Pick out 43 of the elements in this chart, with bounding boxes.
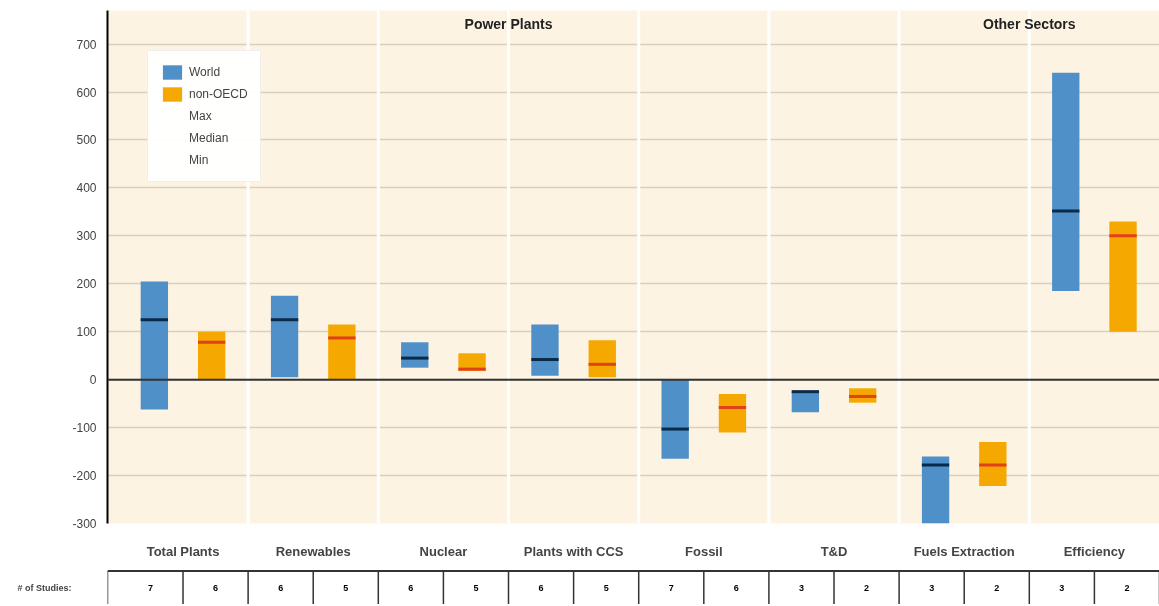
y-tick-label: 0 — [89, 373, 97, 388]
text: 6 — [538, 583, 544, 594]
text: 2 — [864, 583, 870, 594]
x-tick-label: Nuclear — [419, 543, 468, 559]
text: 2 — [994, 583, 1000, 594]
text: 3 — [1059, 583, 1065, 594]
y-tick-label: 500 — [76, 133, 97, 148]
annotation: Max — [189, 109, 212, 123]
y-tick-label: 100 — [76, 325, 97, 340]
x-tick-label: T&D — [820, 543, 848, 559]
y-tick-label: 600 — [76, 85, 97, 100]
text: 6 — [213, 583, 219, 594]
text: 5 — [343, 583, 349, 594]
text: 5 — [473, 583, 479, 594]
text: 5 — [603, 583, 609, 594]
y-tick-label: 400 — [76, 181, 97, 196]
y-tick-label: -100 — [72, 421, 97, 436]
text: 3 — [798, 583, 804, 594]
text: 3 — [929, 583, 935, 594]
text: 7 — [668, 583, 674, 594]
x-tick-label: Fuels Extraction — [913, 543, 1015, 559]
text: 2 — [1124, 583, 1130, 594]
y-tick-label: -200 — [72, 469, 97, 484]
x-tick-label: Renewables — [275, 543, 351, 559]
x-tick-label: Total Plants — [146, 543, 220, 559]
annotation: Other Sectors — [983, 15, 1076, 32]
y-tick-label: 300 — [76, 229, 97, 244]
y-tick-label: 200 — [76, 277, 97, 292]
annotation: Power Plants — [464, 15, 553, 32]
text: 6 — [408, 583, 414, 594]
legend-label: non-OECD — [189, 87, 248, 101]
text: 6 — [278, 583, 284, 594]
x-tick-label: Fossil — [685, 543, 723, 559]
legend-label: World — [189, 65, 221, 79]
annotation: Min — [189, 153, 209, 167]
text: 7 — [147, 583, 153, 594]
text: # of Studies: — [17, 583, 72, 594]
x-tick-label: Efficiency — [1063, 543, 1126, 559]
text: 6 — [733, 583, 739, 594]
y-tick-label: -300 — [72, 517, 97, 531]
y-tick-label: 700 — [76, 37, 97, 52]
x-tick-label: Plants with CCS — [523, 543, 624, 559]
annotation: Median — [189, 131, 229, 145]
